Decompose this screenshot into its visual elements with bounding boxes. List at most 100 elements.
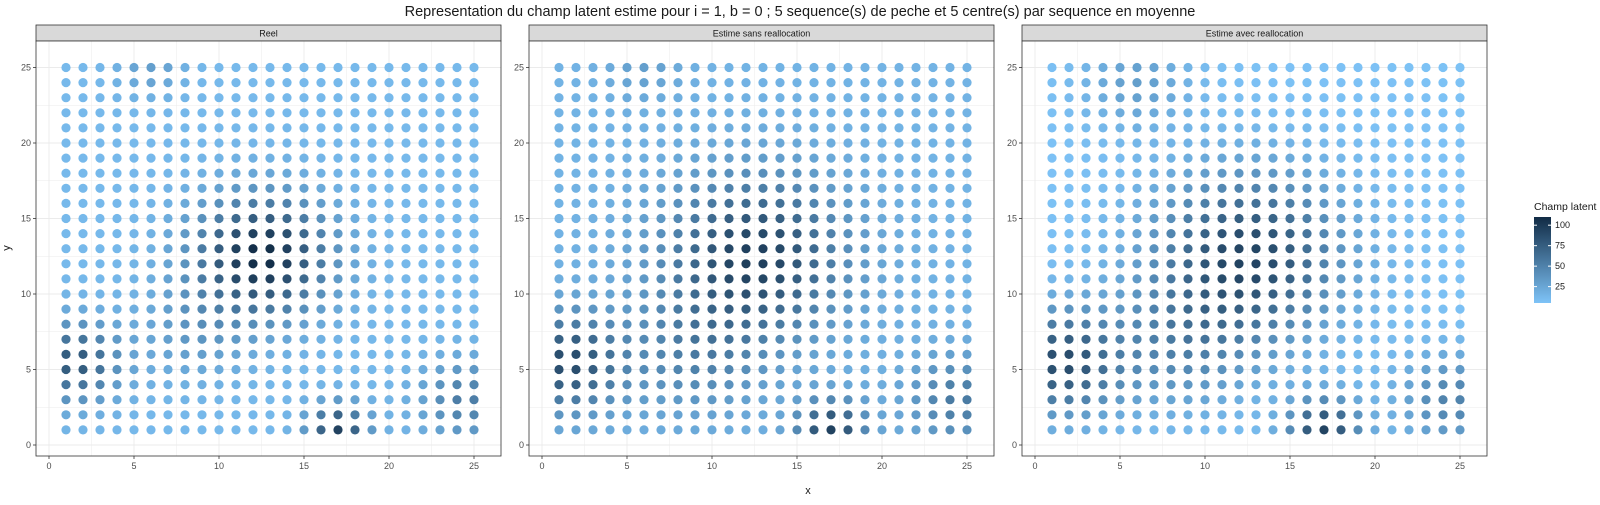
data-point (1217, 380, 1227, 390)
data-point (265, 123, 275, 133)
data-point (1268, 304, 1278, 314)
data-point (622, 380, 632, 390)
data-point (316, 93, 326, 103)
facet-strip-label: Reel (259, 29, 278, 39)
data-point (316, 274, 326, 284)
data-point (1251, 168, 1261, 178)
data-point (180, 198, 190, 208)
data-point (78, 349, 88, 359)
data-point (945, 138, 955, 148)
data-point (741, 138, 751, 148)
data-point (911, 334, 921, 344)
data-point (588, 93, 598, 103)
data-point (1234, 334, 1244, 344)
data-point (112, 78, 122, 88)
data-point (180, 123, 190, 133)
data-point (452, 425, 462, 435)
data-point (1217, 289, 1227, 299)
data-point (214, 259, 224, 269)
data-point (452, 349, 462, 359)
data-point (741, 425, 751, 435)
data-point (1302, 153, 1312, 163)
data-point (350, 395, 360, 405)
data-point (1064, 62, 1074, 73)
data-point (1115, 410, 1125, 420)
data-point (877, 380, 887, 390)
data-point (282, 213, 292, 224)
data-point (1302, 93, 1312, 103)
data-point (826, 198, 836, 208)
data-point (316, 244, 326, 254)
data-point (231, 168, 241, 178)
data-point (469, 289, 479, 299)
data-point (1115, 138, 1125, 148)
data-point (435, 395, 445, 405)
data-point (418, 425, 428, 435)
data-point (809, 229, 819, 239)
data-point (656, 319, 666, 329)
data-point (1115, 123, 1125, 133)
data-point (554, 334, 564, 344)
data-point (282, 198, 292, 208)
data-point (1217, 244, 1227, 254)
data-point (605, 153, 615, 163)
data-point (350, 425, 360, 435)
data-point (1438, 183, 1448, 193)
data-point (1115, 319, 1125, 329)
data-point (384, 198, 394, 208)
x-tick-label: 25 (962, 461, 972, 471)
data-point (1166, 168, 1176, 178)
data-point (333, 380, 343, 390)
data-point (758, 380, 768, 390)
data-point (61, 108, 71, 118)
data-point (248, 289, 258, 299)
data-point (656, 229, 666, 239)
data-point (1336, 364, 1346, 375)
data-point (316, 138, 326, 148)
data-point (656, 349, 666, 359)
data-point (333, 168, 343, 178)
data-point (639, 93, 649, 103)
data-point (877, 123, 887, 133)
data-point (1166, 108, 1176, 118)
data-point (911, 410, 921, 420)
x-tick-label: 15 (299, 461, 309, 471)
data-point (248, 198, 258, 208)
data-point (1149, 289, 1159, 299)
data-point (860, 198, 870, 208)
data-point (860, 229, 870, 239)
data-point (180, 213, 190, 224)
data-point (333, 108, 343, 118)
data-point (1234, 380, 1244, 390)
data-point (1115, 153, 1125, 163)
data-point (945, 395, 955, 405)
data-point (435, 123, 445, 133)
data-point (758, 349, 768, 359)
data-point (605, 304, 615, 314)
data-point (588, 319, 598, 329)
data-point (146, 274, 156, 284)
x-tick-label: 25 (1455, 461, 1465, 471)
data-point (826, 213, 836, 224)
data-point (1404, 410, 1414, 420)
data-point (826, 138, 836, 148)
data-point (452, 183, 462, 193)
data-point (690, 93, 700, 103)
data-point (1081, 319, 1091, 329)
data-point (333, 289, 343, 299)
data-point (1438, 108, 1448, 118)
data-point (61, 183, 71, 193)
data-point (1217, 138, 1227, 148)
data-point (911, 395, 921, 405)
data-point (554, 198, 564, 208)
data-point (214, 153, 224, 163)
data-point (180, 364, 190, 375)
data-point (1404, 289, 1414, 299)
data-point (1421, 213, 1431, 224)
data-point (1149, 380, 1159, 390)
data-point (1302, 410, 1312, 420)
data-point (265, 274, 275, 284)
data-point (571, 213, 581, 224)
